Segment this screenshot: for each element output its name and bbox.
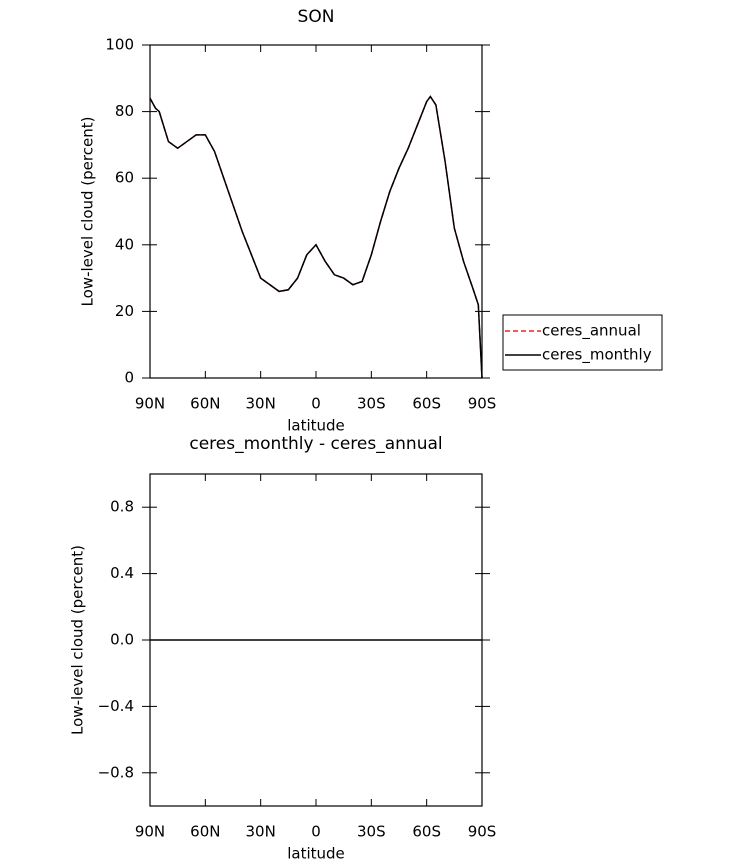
legend-box: [502, 314, 663, 371]
x-tick-label: 30N: [246, 823, 276, 841]
data-line: [149, 95, 483, 379]
x-tick-label: 60S: [412, 823, 441, 841]
x-tick-label: 60N: [190, 395, 220, 413]
x-tick-label: 0: [311, 395, 321, 413]
x-tick-label: 30N: [246, 395, 276, 413]
x-tick-label: 90S: [468, 823, 497, 841]
x-tick-label: 30S: [357, 823, 386, 841]
legend-label: ceres_monthly: [542, 346, 652, 365]
y-tick-label: 20: [115, 302, 134, 320]
y-axis-label: Low-level cloud (percent): [79, 117, 97, 307]
x-tick-label: 90N: [135, 823, 165, 841]
chart-title: ceres_monthly - ceres_annual: [189, 434, 442, 454]
x-tick-label: 60N: [190, 823, 220, 841]
y-tick-label: 60: [115, 169, 134, 187]
y-tick-label: 0: [124, 369, 134, 387]
x-tick-label: 0: [311, 823, 321, 841]
y-tick-label: 0.8: [110, 498, 134, 516]
y-tick-label: 80: [115, 102, 134, 120]
plot-frame: [149, 44, 483, 379]
y-tick-label: 0.0: [110, 631, 134, 649]
legend-label: ceres_annual: [542, 322, 641, 341]
y-tick-label: −0.4: [98, 697, 134, 715]
x-tick-label: 90S: [468, 395, 497, 413]
x-tick-label: 30S: [357, 395, 386, 413]
x-tick-label: 90N: [135, 395, 165, 413]
chart-title: SON: [298, 7, 335, 27]
y-tick-label: 40: [115, 235, 134, 253]
x-axis-label: latitude: [287, 417, 345, 435]
x-tick-label: 60S: [412, 395, 441, 413]
x-axis-label: latitude: [287, 845, 345, 863]
y-tick-label: 100: [105, 36, 134, 54]
data-line: [149, 95, 483, 379]
y-tick-label: −0.8: [98, 763, 134, 781]
plot-frame: [149, 473, 483, 807]
y-axis-label: Low-level cloud (percent): [69, 545, 87, 735]
y-tick-label: 0.4: [110, 564, 134, 582]
